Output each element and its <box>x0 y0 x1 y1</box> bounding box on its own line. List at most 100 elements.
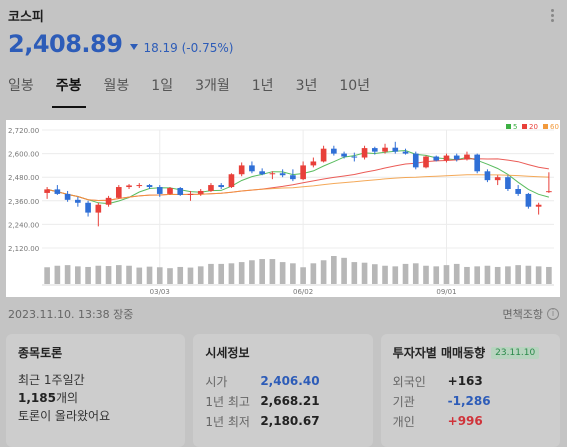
volume-bar <box>197 266 204 284</box>
candle-body <box>95 204 102 213</box>
volume-bar <box>535 266 542 284</box>
candle-body <box>115 187 122 198</box>
candle-body <box>279 173 286 176</box>
volume-bar <box>228 263 235 284</box>
market-info-value: 2,180.67 <box>260 414 320 428</box>
price-change: 18.19 (-0.75%) <box>130 41 233 55</box>
price-row: 2,408.89 18.19 (-0.75%) <box>8 30 233 58</box>
volume-bar <box>156 267 163 284</box>
candle-body <box>167 188 173 194</box>
volume-bar <box>279 262 286 284</box>
candle-body <box>474 154 481 172</box>
market-info-label: 1년 최고 <box>205 394 250 409</box>
candle-body <box>290 175 296 180</box>
volume-bar <box>115 265 122 284</box>
price-change-value: 18.19 (-0.75%) <box>143 41 234 55</box>
y-tick-label: 2,600.00 <box>8 151 39 159</box>
volume-bar <box>331 256 337 284</box>
volume-bar <box>177 266 184 284</box>
volume-bar <box>290 263 296 284</box>
investor-row: 개인 +996 <box>393 411 548 431</box>
candle-body <box>546 191 552 193</box>
tab-2[interactable]: 월봉 <box>103 78 130 94</box>
candle-body <box>249 165 255 172</box>
tab-4[interactable]: 3개월 <box>195 78 230 94</box>
candle-body <box>494 177 501 181</box>
market-info-card[interactable]: 시세정보 시가 2,406.40 1년 최고 2,668.21 1년 최저 2,180.6… <box>193 334 373 447</box>
legend-swatch <box>543 124 548 129</box>
more-options-icon[interactable] <box>545 6 559 24</box>
y-tick-label: 2,480.00 <box>8 174 39 182</box>
market-info-label: 1년 최저 <box>205 414 250 429</box>
volume-bar <box>187 267 194 284</box>
investor-label: 외국인 <box>392 374 426 389</box>
volume-bar <box>341 257 347 284</box>
market-info-row: 1년 최고 2,668.21 <box>205 391 360 411</box>
info-icon[interactable]: i <box>547 308 559 320</box>
tab-5[interactable]: 1년 <box>251 78 274 94</box>
market-info-value: 2,668.21 <box>260 394 320 408</box>
tab-6[interactable]: 3년 <box>295 78 318 94</box>
market-info-row: 시가 2,406.40 <box>205 371 360 391</box>
volume-bar <box>300 267 306 284</box>
candle-body <box>187 193 194 195</box>
candle-body <box>85 202 91 213</box>
period-tabs: 일봉 주봉 월봉 1일 3개월 1년 3년 10년 <box>0 76 567 108</box>
candle-body <box>331 148 337 154</box>
volume-bar <box>208 263 214 284</box>
current-price: 2,408.89 <box>8 30 123 58</box>
x-tick-label: 03/03 <box>150 288 170 296</box>
candle-body <box>351 156 358 158</box>
stock-name[interactable]: 코스피 <box>8 10 44 25</box>
disclaimer-link[interactable]: 면책조항 <box>502 308 543 321</box>
candle-body <box>208 185 214 191</box>
volume-bar <box>105 266 112 284</box>
candle-body <box>505 177 511 189</box>
volume-bar <box>484 265 491 284</box>
volume-bar <box>515 265 521 284</box>
ma-60-line <box>46 174 549 202</box>
y-tick-label: 2,240.00 <box>8 221 39 229</box>
market-info-value: 2,406.40 <box>260 374 320 388</box>
x-tick-label: 09/01 <box>436 288 456 296</box>
tab-3[interactable]: 1일 <box>151 78 174 94</box>
candle-body <box>126 185 132 188</box>
investors-card[interactable]: 투자자별 매매동향 23.11.10 외국인 +163 기관 -1,286 개인 +996 <box>380 334 560 447</box>
candle-body <box>136 185 143 187</box>
candle-body <box>361 148 368 158</box>
investor-value: -1,286 <box>447 394 491 408</box>
candle-body <box>310 161 317 166</box>
tab-1[interactable]: 주봉 <box>48 76 90 108</box>
volume-bar <box>54 265 61 284</box>
volume-bar <box>269 259 276 284</box>
tab-7[interactable]: 10년 <box>339 78 371 94</box>
volume-bar <box>95 265 102 284</box>
volume-bar <box>525 265 532 284</box>
candle-body <box>412 153 419 168</box>
investor-row: 기관 -1,286 <box>393 391 548 411</box>
investors-title: 투자자별 매매동향 23.11.10 <box>393 344 548 361</box>
tab-0[interactable]: 일봉 <box>8 78 34 94</box>
ma-20-line <box>46 158 549 202</box>
investor-row: 외국인 +163 <box>393 371 548 391</box>
investor-label: 기관 <box>392 394 415 409</box>
volume-bar <box>218 263 225 284</box>
meta-row: 2023.11.10. 13:38 장중 면책조항 i <box>8 306 559 322</box>
candle-body <box>515 189 521 194</box>
volume-bar <box>443 265 450 284</box>
candle-body <box>453 155 460 160</box>
down-arrow-icon <box>130 44 139 50</box>
volume-bar <box>64 265 71 284</box>
candle-body <box>177 188 184 195</box>
volume-bar <box>453 263 460 284</box>
candle-body <box>443 155 450 161</box>
candlestick-chart[interactable]: 2,720.00 2,600.00 2,480.00 2,360.00 2,240.00… <box>6 120 560 297</box>
discussion-count: 1,185 <box>18 391 56 405</box>
candle-body <box>402 151 409 154</box>
volume-bar <box>433 266 440 284</box>
discussion-card[interactable]: 종목토론 최근 1주일간 1,185개의 토론이 올라왔어요 <box>6 334 186 447</box>
price-chart[interactable]: 2,720.00 2,600.00 2,480.00 2,360.00 2,240.00… <box>6 120 560 297</box>
volume-bar <box>505 266 511 284</box>
volume-bar <box>423 265 429 284</box>
investor-value: +163 <box>447 374 483 388</box>
